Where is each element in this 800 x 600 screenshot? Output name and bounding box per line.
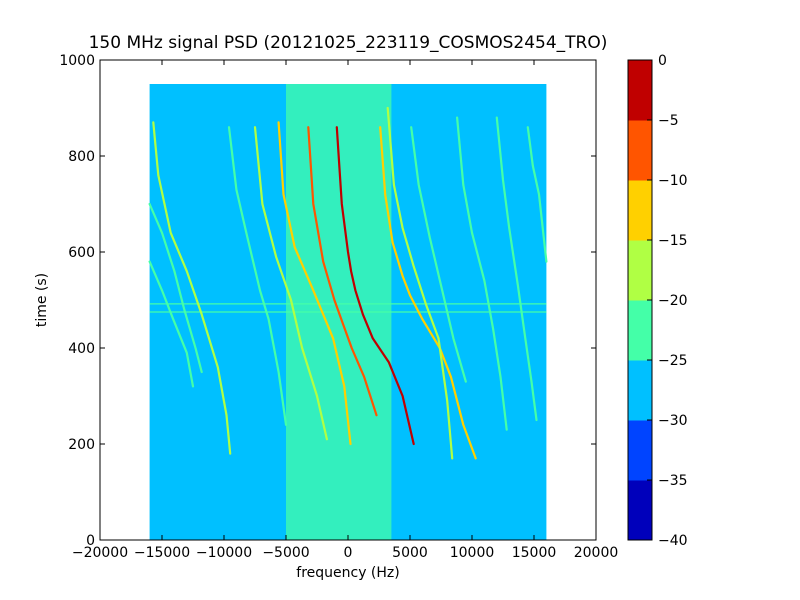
colorbar-segment — [628, 60, 652, 121]
y-tick-label: 800 — [68, 149, 95, 165]
signal-track — [152, 121, 232, 455]
signal-track — [335, 126, 415, 446]
x-tick-label: 0 — [344, 545, 353, 561]
colorbar-tick-label: −35 — [658, 473, 688, 489]
signal-track — [495, 116, 538, 422]
y-tick-label: 200 — [68, 437, 95, 453]
y-axis-label: time (s) — [34, 273, 50, 327]
colorbar-tick-label: −30 — [658, 413, 688, 429]
signal-track — [148, 202, 203, 374]
heatmap-layer — [148, 84, 548, 540]
colorbar-tick-label: −5 — [658, 113, 679, 129]
y-tick-label: 600 — [68, 245, 95, 261]
signal-track — [253, 126, 328, 441]
x-tick-label: −5000 — [262, 545, 309, 561]
signal-track — [410, 126, 467, 383]
colorbar-tick-label: −20 — [658, 293, 688, 309]
x-tick-label: 15000 — [512, 545, 557, 561]
y-tick-label: 400 — [68, 341, 95, 357]
colorbar-segment — [628, 240, 652, 301]
signal-track — [148, 260, 195, 388]
signal-track — [526, 126, 548, 263]
x-tick-label: 10000 — [450, 545, 495, 561]
y-axis: 0 200 400 600 800 1000 — [59, 53, 596, 549]
colorbar-tick-label: −10 — [658, 173, 688, 189]
signal-track — [277, 121, 352, 446]
x-axis: −20000 −15000 −10000 −5000 0 5000 10000 15000 20… — [72, 60, 618, 561]
signal-track — [456, 116, 508, 431]
x-tick-label: −15000 — [134, 545, 190, 561]
x-tick-label: −10000 — [196, 545, 252, 561]
y-tick-label: 0 — [86, 533, 95, 549]
x-tick-label: −20000 — [72, 545, 128, 561]
colorbar-segment — [628, 180, 652, 241]
signal-track — [307, 126, 378, 417]
colorbar-segment — [628, 480, 652, 541]
colorbar-tick-label: −25 — [658, 353, 688, 369]
chart-title: 150 MHz signal PSD (20121025_223119_COSM… — [89, 33, 608, 53]
x-tick-label: 20000 — [574, 545, 619, 561]
colorbar-segment — [628, 120, 652, 181]
colorbar-tick-label: 0 — [658, 53, 667, 69]
colorbar-tick-label: −40 — [658, 533, 688, 549]
colorbar-segment — [628, 420, 652, 481]
plot-area — [99, 59, 597, 541]
colorbar-tick-label: −15 — [658, 233, 688, 249]
colorbar: −40 −35 −30 −25 −20 −15 −10 −5 0 — [627, 53, 688, 549]
x-axis-label: frequency (Hz) — [296, 565, 399, 581]
signal-track — [379, 126, 477, 460]
signal-track — [386, 106, 454, 460]
signal-track — [227, 126, 288, 426]
colorbar-segment — [628, 360, 652, 421]
colorbar-segment — [628, 300, 652, 361]
x-tick-label: 5000 — [392, 545, 428, 561]
y-tick-label: 1000 — [59, 53, 95, 69]
